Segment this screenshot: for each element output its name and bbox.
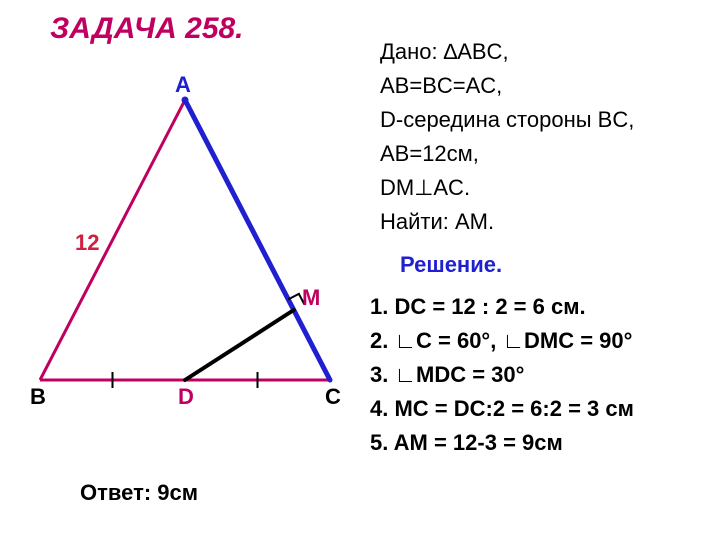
given-line: D-середина стороны BC, [380,103,700,137]
given-block: Дано: ∆ABC, AB=BC=AC, D-середина стороны… [380,35,700,240]
label-D: D [178,384,194,409]
given-line: Найти: AM. [380,205,700,239]
step-line: 4. МC = DC:2 = 6:2 = 3 см [370,392,710,426]
given-line: Дано: ∆ABC, [380,35,700,69]
step-line: 3. ∟МDC = 30° [370,358,710,392]
step-line: 1. DC = 12 : 2 = 6 см. [370,290,710,324]
segment-DM [185,310,294,380]
diagram-svg: 12 A B C D M [20,70,350,430]
triangle-diagram: 12 A B C D M [20,70,350,430]
label-C: C [325,384,341,409]
label-M: M [302,285,320,310]
page: ЗАДАЧА 258. Дано: ∆ABC, AB=BC=AC, D-сере… [0,0,720,540]
problem-title: ЗАДАЧА 258. [50,12,244,46]
given-line: AB=BC=AC, [380,69,700,103]
label-A: A [175,72,191,97]
solution-heading: Решение. [400,252,502,278]
given-line: AB=12см, [380,137,700,171]
point-A-dot [182,97,189,104]
answer-text: Ответ: 9см [80,480,198,506]
label-B: B [30,384,46,409]
side-length-12: 12 [75,230,99,255]
side-AC [185,100,330,380]
step-line: 5. AМ = 12-3 = 9см [370,426,710,460]
side-AB [40,100,185,380]
given-line: DM⊥AC. [380,171,700,205]
step-line: 2. ∟C = 60°, ∟DMC = 90° [370,324,710,358]
solution-steps: 1. DC = 12 : 2 = 6 см. 2. ∟C = 60°, ∟DMC… [370,290,710,460]
